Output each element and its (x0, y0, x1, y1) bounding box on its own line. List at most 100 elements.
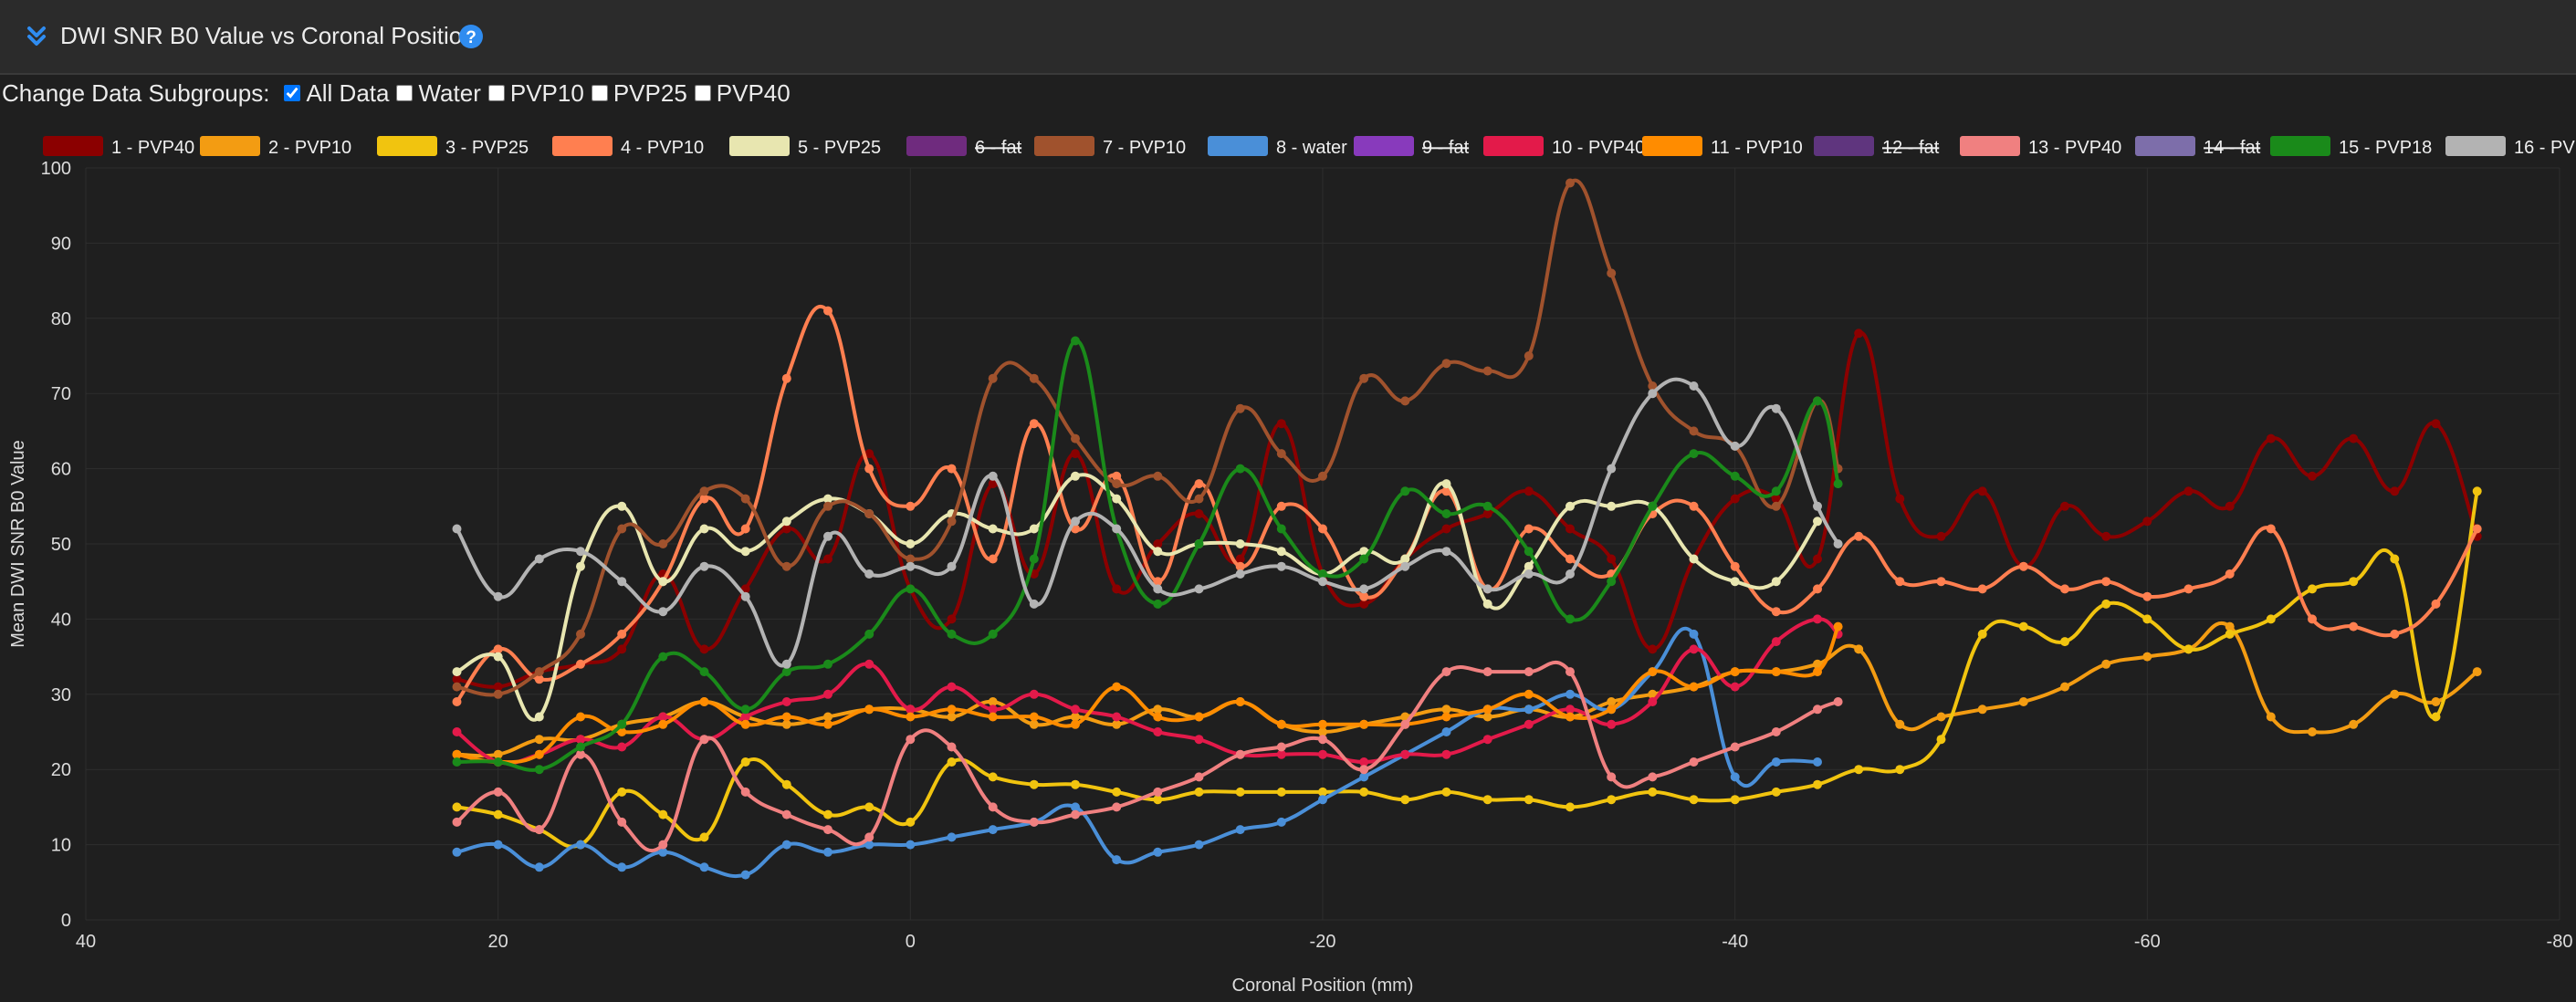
legend-label-14[interactable]: 14 - fat (2204, 138, 2261, 158)
legend-label-4[interactable]: 4 - PVP10 (621, 138, 704, 158)
legend-swatch-15[interactable] (2270, 136, 2330, 156)
legend-swatch-11[interactable] (1642, 136, 1702, 156)
data-point (1771, 494, 1781, 504)
data-point (1153, 599, 1163, 609)
data-point (1689, 795, 1699, 805)
legend-swatch-12[interactable] (1814, 136, 1874, 156)
data-point (1833, 539, 1843, 548)
legend-swatch-8[interactable] (1208, 136, 1268, 156)
data-point (617, 629, 627, 639)
pvp10-checkbox[interactable] (487, 85, 505, 101)
data-point (1112, 719, 1122, 729)
pvp40-checkbox[interactable] (694, 85, 711, 101)
legend-label-1[interactable]: 1 - PVP40 (111, 138, 194, 158)
data-point (823, 531, 832, 541)
y-tick-label: 80 (51, 309, 71, 329)
y-tick-label: 0 (61, 911, 71, 931)
legend-label-11[interactable]: 11 - PVP10 (1711, 138, 1803, 158)
data-point (1813, 517, 1822, 527)
legend-label-2[interactable]: 2 - PVP10 (268, 138, 351, 158)
x-tick-label: -40 (1722, 932, 1748, 952)
data-point (1607, 501, 1617, 511)
data-point (1441, 509, 1451, 518)
data-point (864, 449, 874, 459)
subgroup-option-pvp10[interactable]: PVP10 (487, 79, 584, 108)
data-point (823, 554, 832, 564)
legend-swatch-14[interactable] (2135, 136, 2195, 156)
legend-swatch-10[interactable] (1483, 136, 1544, 156)
data-point (1400, 554, 1410, 564)
data-point (1648, 667, 1658, 677)
data-point (864, 832, 874, 842)
data-point (699, 561, 709, 571)
legend-swatch-9[interactable] (1354, 136, 1414, 156)
data-point (1071, 712, 1080, 722)
y-tick-label: 60 (51, 460, 71, 480)
subgroup-option-pvp40[interactable]: PVP40 (694, 79, 791, 108)
legend-swatch-1[interactable] (43, 136, 103, 156)
legend-swatch-16[interactable] (2445, 136, 2506, 156)
data-point (781, 659, 791, 669)
data-point (658, 539, 668, 548)
data-point (1565, 689, 1575, 699)
subgroup-option-pvp25[interactable]: PVP25 (591, 79, 687, 108)
legend-swatch-4[interactable] (552, 136, 613, 156)
data-point (1029, 719, 1039, 729)
data-point (740, 719, 750, 729)
legend-label-13[interactable]: 13 - PVP40 (2028, 138, 2121, 158)
data-point (1029, 524, 1039, 534)
double-chevron-down-icon[interactable] (24, 24, 49, 49)
all-data-checkbox[interactable] (284, 85, 301, 101)
data-point (947, 682, 957, 692)
data-point (2183, 584, 2194, 594)
legend-label-5[interactable]: 5 - PVP25 (798, 138, 881, 158)
help-icon[interactable]: ? (458, 24, 484, 49)
legend-swatch-3[interactable] (377, 136, 437, 156)
data-point (1524, 547, 1534, 557)
subgroup-option-water[interactable]: Water (396, 79, 481, 108)
data-point (1071, 809, 1080, 819)
legend-label-3[interactable]: 3 - PVP25 (445, 138, 529, 158)
data-point (2018, 561, 2028, 571)
data-point (493, 749, 503, 759)
subgroup-option-all-data[interactable]: All Data (284, 79, 389, 108)
data-point (534, 765, 544, 775)
data-point (617, 644, 627, 654)
data-point (1071, 779, 1080, 789)
data-point (1029, 373, 1039, 383)
legend-swatch-2[interactable] (200, 136, 260, 156)
data-point (617, 862, 627, 872)
pvp25-checkbox[interactable] (591, 85, 608, 101)
data-point (617, 742, 627, 752)
legend-swatch-7[interactable] (1034, 136, 1094, 156)
legend-swatch-5[interactable] (729, 136, 790, 156)
legend-label-16[interactable]: 16 - PVP14 (2514, 138, 2576, 158)
data-point (493, 787, 503, 797)
data-point (658, 840, 668, 850)
legend-label-7[interactable]: 7 - PVP10 (1103, 138, 1186, 158)
data-point (1813, 757, 1822, 767)
legend-label-6[interactable]: 6 - fat (975, 138, 1022, 158)
legend-label-12[interactable]: 12 - fat (1882, 138, 1940, 158)
data-point (1359, 719, 1369, 729)
data-point (947, 464, 957, 474)
data-point (493, 757, 503, 767)
data-point (2390, 629, 2400, 639)
data-point (1771, 403, 1781, 413)
legend-swatch-6[interactable] (906, 136, 967, 156)
legend-label-10[interactable]: 10 - PVP40 (1552, 138, 1645, 158)
legend-swatch-13[interactable] (1960, 136, 2020, 156)
data-point (534, 554, 544, 564)
data-point (452, 524, 462, 534)
data-point (2101, 577, 2111, 587)
data-point (2308, 584, 2317, 594)
data-point (1441, 486, 1451, 496)
water-checkbox[interactable] (396, 85, 414, 101)
data-point (617, 524, 627, 534)
data-point (740, 787, 750, 797)
data-point (1524, 486, 1534, 496)
legend-label-8[interactable]: 8 - water (1276, 138, 1347, 158)
legend-label-15[interactable]: 15 - PVP18 (2339, 138, 2432, 158)
data-point (1565, 501, 1575, 511)
legend-label-9[interactable]: 9 - fat (1422, 138, 1470, 158)
